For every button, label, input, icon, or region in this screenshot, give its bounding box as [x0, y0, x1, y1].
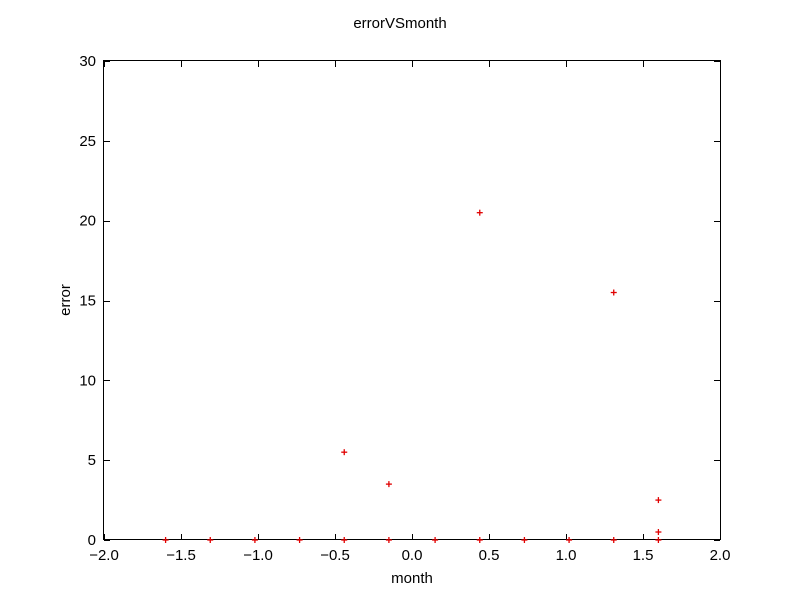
y-tick-label: 15 [79, 293, 96, 310]
data-point [341, 449, 348, 456]
x-tick-labels: −2.0 −1.5 −1.0 −0.5 0.0 0.5 1.0 1.5 2.0 [89, 547, 730, 564]
data-point [385, 481, 392, 488]
x-tick-label: 1.5 [633, 547, 654, 564]
x-axis-label: month [391, 570, 433, 587]
data-point [385, 537, 392, 543]
chart-title: errorVSmonth [353, 15, 446, 32]
x-tick-label: 0.5 [479, 547, 500, 564]
data-point [476, 537, 483, 543]
plot-area-frame [103, 60, 721, 540]
y-tick-labels: 0 5 10 15 20 25 30 [79, 53, 96, 549]
y-tick-label: 20 [79, 213, 96, 230]
x-tick-label: 0.0 [402, 547, 423, 564]
data-point [341, 537, 348, 543]
data-point [655, 497, 662, 504]
data-point [207, 537, 214, 543]
data-point [251, 537, 258, 543]
data-point [566, 537, 573, 543]
x-tick-label: 2.0 [710, 547, 731, 564]
y-tick-label: 10 [79, 372, 96, 389]
y-tick-label: 0 [88, 532, 96, 549]
data-point [655, 537, 662, 543]
data-point [610, 289, 617, 296]
data-points [162, 209, 662, 543]
data-point [521, 537, 528, 543]
data-point [296, 537, 303, 543]
x-tick-label: −2.0 [89, 547, 119, 564]
y-tick-label: 25 [79, 133, 96, 150]
data-point [610, 537, 617, 543]
y-axis-label: error [57, 284, 74, 316]
y-tick-label: 5 [88, 452, 96, 469]
x-tick-label: −1.5 [166, 547, 196, 564]
data-point [655, 529, 662, 536]
axis-ticks [104, 61, 721, 541]
data-point [432, 537, 439, 543]
x-tick-label: −1.0 [243, 547, 273, 564]
y-tick-label: 30 [79, 53, 96, 70]
data-point [476, 209, 483, 216]
x-tick-label: 1.0 [556, 547, 577, 564]
data-point [162, 537, 169, 543]
x-tick-label: −0.5 [320, 547, 350, 564]
